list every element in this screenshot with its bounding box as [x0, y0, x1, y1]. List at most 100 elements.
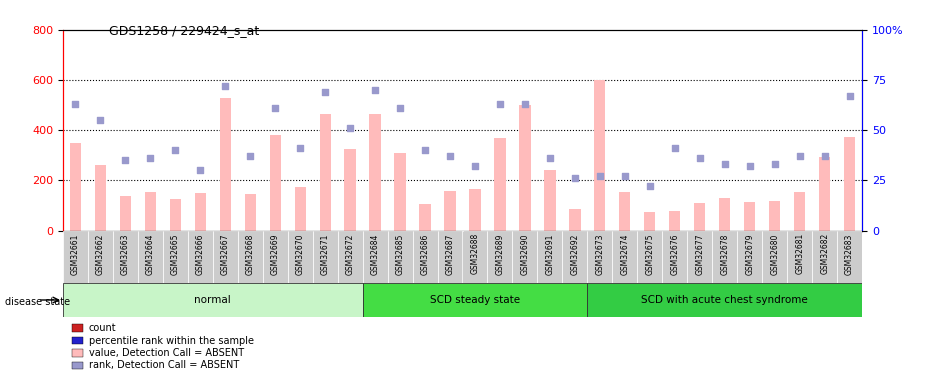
- Text: GSM32661: GSM32661: [71, 233, 80, 274]
- Point: [742, 164, 757, 170]
- Bar: [388, 231, 413, 283]
- Bar: [587, 231, 612, 283]
- Text: count: count: [89, 323, 117, 333]
- Text: GSM32691: GSM32691: [546, 233, 554, 274]
- Text: GSM32687: GSM32687: [446, 233, 454, 274]
- Bar: [687, 231, 712, 283]
- Text: GSM32664: GSM32664: [146, 233, 154, 275]
- Point: [792, 153, 807, 159]
- Point: [342, 125, 357, 131]
- Point: [818, 153, 833, 159]
- Bar: [469, 189, 481, 231]
- Text: GSM32669: GSM32669: [271, 233, 279, 275]
- Bar: [537, 231, 562, 283]
- Point: [542, 155, 557, 161]
- Bar: [363, 231, 388, 283]
- Bar: [163, 231, 188, 283]
- Text: GSM32674: GSM32674: [621, 233, 629, 275]
- Bar: [194, 193, 206, 231]
- Bar: [719, 198, 731, 231]
- Bar: [562, 231, 587, 283]
- Bar: [569, 209, 581, 231]
- Text: GSM32663: GSM32663: [121, 233, 130, 275]
- Bar: [787, 231, 812, 283]
- Point: [242, 153, 257, 159]
- Bar: [69, 143, 81, 231]
- Bar: [644, 212, 656, 231]
- Point: [642, 183, 657, 189]
- Bar: [494, 138, 506, 231]
- Bar: [244, 194, 256, 231]
- Bar: [188, 231, 213, 283]
- Bar: [744, 202, 756, 231]
- Bar: [369, 114, 381, 231]
- Text: normal: normal: [194, 295, 231, 305]
- Bar: [587, 283, 862, 317]
- Point: [142, 155, 157, 161]
- Text: GSM32676: GSM32676: [671, 233, 679, 275]
- Text: GSM32671: GSM32671: [321, 233, 329, 274]
- Bar: [612, 231, 637, 283]
- Bar: [819, 157, 831, 231]
- Bar: [619, 192, 631, 231]
- Bar: [512, 231, 537, 283]
- Bar: [138, 231, 163, 283]
- Point: [592, 174, 607, 180]
- Point: [118, 158, 133, 164]
- Point: [292, 146, 307, 152]
- Point: [718, 161, 733, 167]
- Text: GSM32685: GSM32685: [396, 233, 404, 274]
- Bar: [269, 135, 281, 231]
- Bar: [338, 231, 363, 283]
- Text: GSM32662: GSM32662: [96, 233, 105, 274]
- Bar: [794, 192, 806, 231]
- Bar: [238, 231, 263, 283]
- Text: GSM32692: GSM32692: [571, 233, 579, 274]
- Bar: [319, 114, 331, 231]
- Text: rank, Detection Call = ABSENT: rank, Detection Call = ABSENT: [89, 360, 239, 370]
- Point: [218, 83, 233, 89]
- Bar: [712, 231, 737, 283]
- Point: [518, 101, 533, 107]
- Bar: [844, 136, 856, 231]
- Bar: [63, 231, 88, 283]
- Text: GSM32689: GSM32689: [496, 233, 504, 274]
- Text: GSM32683: GSM32683: [845, 233, 854, 274]
- Point: [367, 87, 383, 93]
- Point: [417, 147, 432, 153]
- Bar: [662, 231, 687, 283]
- Point: [492, 101, 507, 107]
- Bar: [837, 231, 862, 283]
- Text: GSM32670: GSM32670: [296, 233, 304, 275]
- Text: GSM32682: GSM32682: [820, 233, 829, 274]
- Text: GDS1258 / 229424_s_at: GDS1258 / 229424_s_at: [109, 24, 259, 38]
- Bar: [519, 105, 531, 231]
- Point: [768, 161, 783, 167]
- Point: [318, 89, 333, 95]
- Text: GSM32665: GSM32665: [171, 233, 179, 275]
- Text: GSM32667: GSM32667: [221, 233, 229, 275]
- Bar: [94, 165, 106, 231]
- Text: disease state: disease state: [5, 297, 69, 307]
- Text: GSM32673: GSM32673: [596, 233, 604, 275]
- Bar: [438, 231, 462, 283]
- Bar: [113, 231, 138, 283]
- Point: [92, 117, 107, 123]
- Bar: [88, 231, 113, 283]
- Bar: [462, 231, 487, 283]
- Bar: [169, 199, 181, 231]
- Bar: [594, 80, 606, 231]
- Point: [618, 174, 633, 180]
- Text: GSM32668: GSM32668: [246, 233, 254, 274]
- Text: GSM32666: GSM32666: [196, 233, 204, 275]
- Text: GSM32672: GSM32672: [346, 233, 354, 274]
- Bar: [344, 149, 356, 231]
- Point: [68, 101, 83, 107]
- Bar: [294, 187, 306, 231]
- Bar: [263, 231, 288, 283]
- Bar: [144, 192, 156, 231]
- Bar: [769, 201, 781, 231]
- Point: [192, 167, 207, 173]
- Point: [392, 105, 407, 111]
- Text: SCD steady state: SCD steady state: [430, 295, 520, 305]
